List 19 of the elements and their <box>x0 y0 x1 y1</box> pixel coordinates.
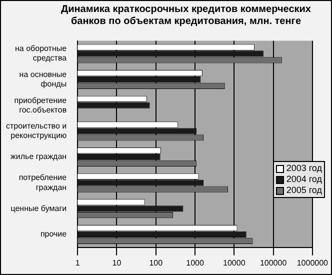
x-tick-label: 1000 <box>186 258 204 268</box>
y-tick-label: ценные бумаги <box>10 204 67 213</box>
y-tick-label: на оборотные средства <box>15 44 68 63</box>
y-tick-label: приобретение гос.объектов <box>14 96 68 114</box>
x-tick-label: 1000000 <box>296 258 329 268</box>
x-tick-label: 1 <box>75 258 80 268</box>
y-tick-label: на основные фонды <box>19 70 68 89</box>
x-tick-label: 10 <box>112 258 122 268</box>
legend-label: 2004 год <box>286 174 322 185</box>
y-tick-label: прочие <box>40 230 68 239</box>
legend-label: 2003 год <box>286 163 322 174</box>
legend-label: 2005 год <box>286 185 322 196</box>
chart-title: Динамика краткосрочных кредитов коммерческих банков по объектам кредитования, млн. тенге <box>61 4 311 28</box>
x-tick-label: 10000 <box>223 258 246 268</box>
x-tick-label: 100 <box>149 258 164 268</box>
x-tick-label: 100000 <box>260 258 288 268</box>
y-tick-label: жилье граждан <box>10 152 67 162</box>
y-tick-label: строительство и реконструкцию <box>6 122 67 140</box>
y-tick-label: потребление граждан <box>18 173 68 192</box>
